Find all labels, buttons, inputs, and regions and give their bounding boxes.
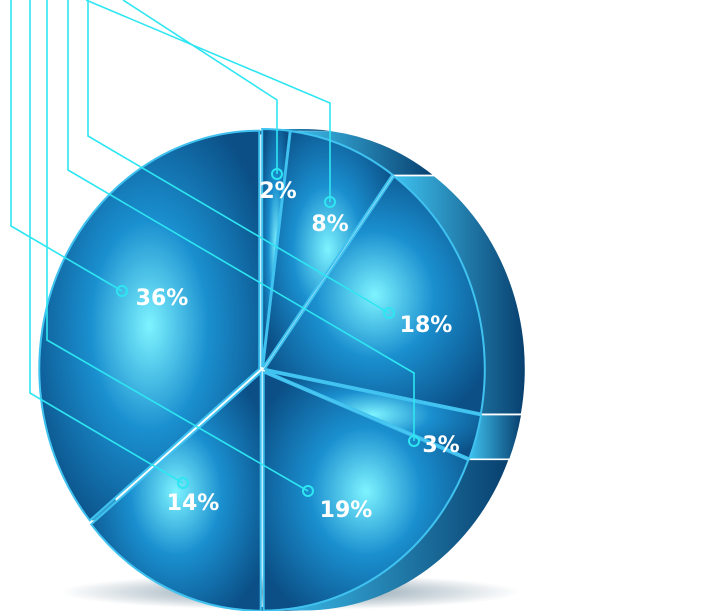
callout-line — [87, 0, 390, 314]
callout-line — [85, 0, 331, 202]
callout-line — [29, 0, 184, 484]
slice-label: 14% — [167, 491, 220, 516]
pie-slice — [38, 129, 261, 522]
callout-line — [10, 0, 123, 292]
pie-slice-side — [469, 415, 521, 459]
pie-slice-side — [290, 131, 433, 175]
slice-label: 19% — [320, 498, 373, 523]
callout-dot — [177, 477, 189, 489]
callout-dot — [116, 285, 128, 297]
slice-label: 2% — [259, 179, 296, 204]
slice-label: 36% — [136, 286, 189, 311]
pie-slice-side — [263, 460, 509, 611]
slice-labels: 2% 8% 18% 3% 19% 14% 36% — [136, 179, 460, 523]
callout-line — [46, 0, 309, 492]
slice-label: 3% — [422, 433, 459, 458]
pie-slice-side — [394, 176, 525, 414]
callout-dot — [271, 168, 283, 180]
pie-slice — [262, 129, 394, 368]
callout-dot — [383, 307, 395, 319]
pie-slice — [264, 369, 483, 460]
pie-slice — [262, 370, 470, 611]
callout-dot — [408, 435, 420, 447]
callout-dot — [302, 485, 314, 497]
slice-label: 18% — [400, 313, 453, 338]
callout-lines — [10, 0, 420, 497]
callout-line — [67, 0, 415, 441]
pie-slices — [38, 128, 486, 611]
callout-dot — [324, 196, 336, 208]
pie-slice — [263, 174, 486, 415]
callout-line — [122, 0, 278, 174]
pie-slice — [89, 370, 262, 611]
slice-label: 8% — [311, 212, 348, 237]
